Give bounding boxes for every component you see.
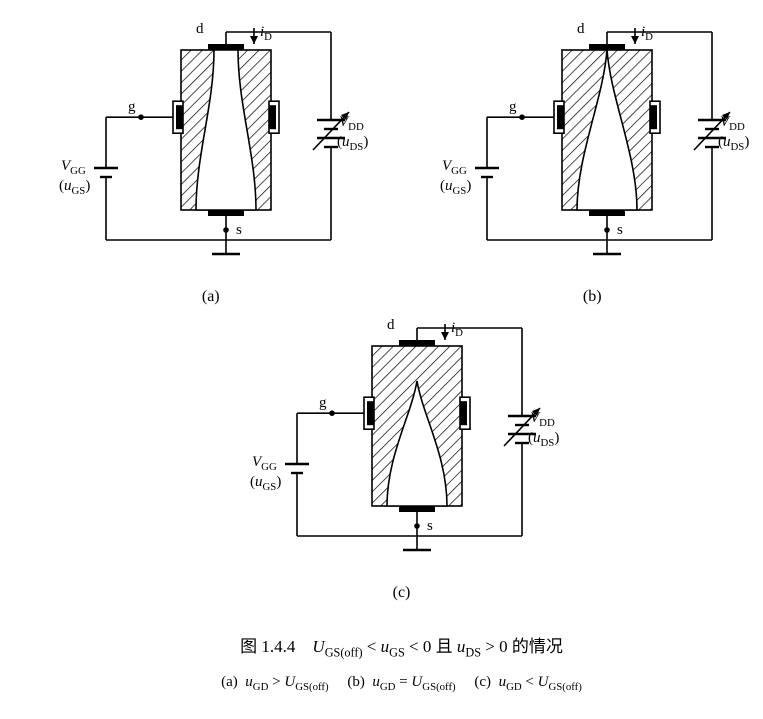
panel-b-label: (b): [432, 288, 752, 306]
svg-text:g: g: [128, 99, 136, 115]
svg-text:VGG: VGG: [252, 454, 277, 473]
panel-c-label: (c): [242, 584, 562, 602]
svg-text:d: d: [196, 21, 204, 37]
svg-text:(uDS): (uDS): [718, 134, 749, 153]
panel-b: d iD g s VDD(uDS) VGG(uGS) (b): [432, 20, 752, 306]
svg-text:d: d: [577, 21, 585, 37]
svg-text:VDD: VDD: [339, 114, 364, 133]
svg-text:(uGS): (uGS): [59, 178, 90, 197]
panel-a-svg: d iD g s VDD(uDS) VGG(uGS): [51, 20, 371, 280]
svg-text:VGG: VGG: [61, 158, 86, 177]
svg-text:(uGS): (uGS): [250, 474, 281, 493]
caption-sub: (a) uGD > UGS(off) (b) uGD = UGS(off) (c…: [20, 669, 763, 697]
svg-text:s: s: [617, 222, 623, 238]
svg-text:(uGS): (uGS): [440, 178, 471, 197]
figure-page: diDgsVDD(uDS)VGG(uGS) (a) diDgsVDD(uDS)V…: [20, 20, 763, 698]
svg-text:VGG: VGG: [442, 158, 467, 177]
fig-number: 图 1.4.4: [240, 637, 295, 656]
svg-text:iD: iD: [451, 320, 463, 339]
bottom-row: d iD g s VDD(uDS) VGG(uGS) (c): [20, 316, 763, 602]
svg-text:iD: iD: [260, 24, 272, 43]
svg-text:(uDS): (uDS): [528, 430, 559, 449]
caption-main: 图 1.4.4 UGS(off) < uGS < 0 且 uDS > 0 的情况: [20, 632, 763, 663]
panel-b-svg: d iD g s VDD(uDS) VGG(uGS): [432, 20, 752, 280]
svg-text:(uDS): (uDS): [337, 134, 368, 153]
svg-text:s: s: [427, 518, 433, 534]
svg-text:VDD: VDD: [720, 114, 745, 133]
svg-text:s: s: [236, 222, 242, 238]
top-row: diDgsVDD(uDS)VGG(uGS) (a) diDgsVDD(uDS)V…: [20, 20, 763, 306]
svg-text:g: g: [319, 395, 327, 411]
svg-text:iD: iD: [641, 24, 653, 43]
svg-text:g: g: [509, 99, 517, 115]
caption: 图 1.4.4 UGS(off) < uGS < 0 且 uDS > 0 的情况…: [20, 632, 763, 698]
panel-c-svg: d iD g s VDD(uDS) VGG(uGS): [242, 316, 562, 576]
panel-c: d iD g s VDD(uDS) VGG(uGS) (c): [242, 316, 562, 602]
panel-a: d iD g s VDD(uDS) VGG(uGS) (a): [51, 20, 371, 306]
svg-text:VDD: VDD: [530, 410, 555, 429]
panel-a-label: (a): [51, 288, 371, 306]
svg-text:d: d: [387, 317, 395, 333]
